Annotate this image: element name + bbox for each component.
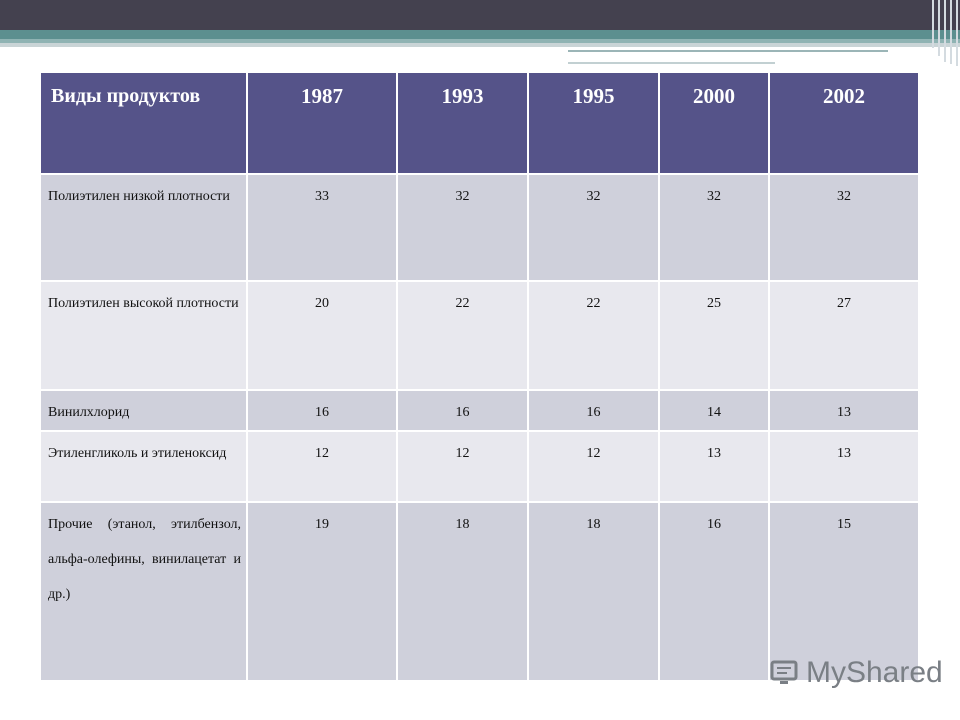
table-row: Этиленгликоль и этиленоксид 12 12 12 13 … [41,430,920,502]
header-cell-year: 2002 [769,73,920,174]
table-cell: 27 [769,280,920,390]
table-row: Полиэтилен высокой плотности 20 22 22 25… [41,280,920,390]
table-cell: 14 [659,389,770,431]
table-cell: 22 [397,280,529,390]
table-cell: 22 [528,280,660,390]
watermark: MyShared [770,656,943,690]
monitor-icon [770,660,798,684]
table-cell: 32 [528,173,660,281]
table-cell: 13 [769,389,920,431]
table-cell: 32 [769,173,920,281]
table-cell: 25 [659,280,770,390]
table-cell: 12 [247,430,398,502]
table-cell: 32 [397,173,529,281]
table-cell: 18 [397,501,529,680]
table-cell: 12 [397,430,529,502]
table-cell: 32 [659,173,770,281]
header-cell-products: Виды продуктов [41,73,248,174]
table-row: Прочие (этанол, этилбензол, альфа-олефин… [41,501,920,680]
table-cell: 13 [659,430,770,502]
decorative-line [568,62,775,64]
slide-top-bar [0,0,960,30]
decorative-line [568,50,888,52]
row-label: Этиленгликоль и этиленоксид [41,430,248,502]
watermark-text: MyShared [806,656,943,689]
table-cell: 19 [247,501,398,680]
header-cell-year: 1995 [528,73,660,174]
table-cell: 16 [659,501,770,680]
slide-accent-stripe [0,30,960,39]
products-table: Виды продуктов 1987 1993 1995 2000 2002 … [41,73,920,680]
slide-accent-stripe-pale [0,43,960,47]
decorative-vertical-stripes [930,0,960,66]
table-cell: 33 [247,173,398,281]
table-row: Винилхлорид 16 16 16 14 13 [41,389,920,431]
table-cell: 13 [769,430,920,502]
table-cell: 12 [528,430,660,502]
header-cell-year: 2000 [659,73,770,174]
header-cell-year: 1987 [247,73,398,174]
table-row: Полиэтилен низкой плотности 33 32 32 32 … [41,173,920,281]
table-cell: 16 [528,389,660,431]
row-label: Полиэтилен низкой плотности [41,173,248,281]
table-cell: 18 [528,501,660,680]
table-cell: 16 [397,389,529,431]
row-label: Полиэтилен высокой плотности [41,280,248,390]
header-cell-year: 1993 [397,73,529,174]
table-cell: 20 [247,280,398,390]
table-cell: 16 [247,389,398,431]
slide-accent-stripe-light [0,39,960,43]
table-header-row: Виды продуктов 1987 1993 1995 2000 2002 [41,73,920,174]
row-label: Винилхлорид [41,389,248,431]
table-cell: 15 [769,501,920,680]
row-label: Прочие (этанол, этилбензол, альфа-олефин… [41,501,248,680]
